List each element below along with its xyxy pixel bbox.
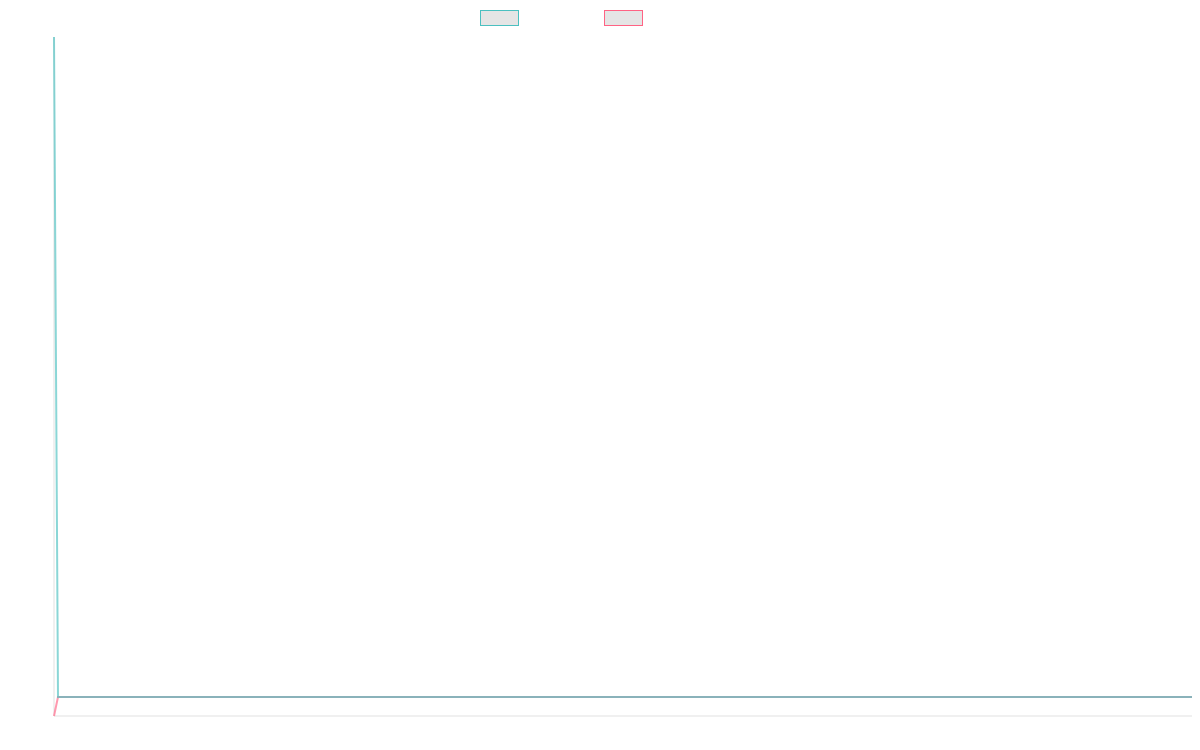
chart-legend — [0, 10, 1200, 26]
legend-item-series-1[interactable] — [480, 10, 525, 26]
series-line-1 — [53, 36, 1192, 698]
legend-swatch-series-1 — [480, 10, 519, 26]
legend-item-series-2[interactable] — [604, 10, 649, 26]
legend-swatch-series-2 — [604, 10, 643, 26]
series-line-2 — [53, 695, 1192, 717]
